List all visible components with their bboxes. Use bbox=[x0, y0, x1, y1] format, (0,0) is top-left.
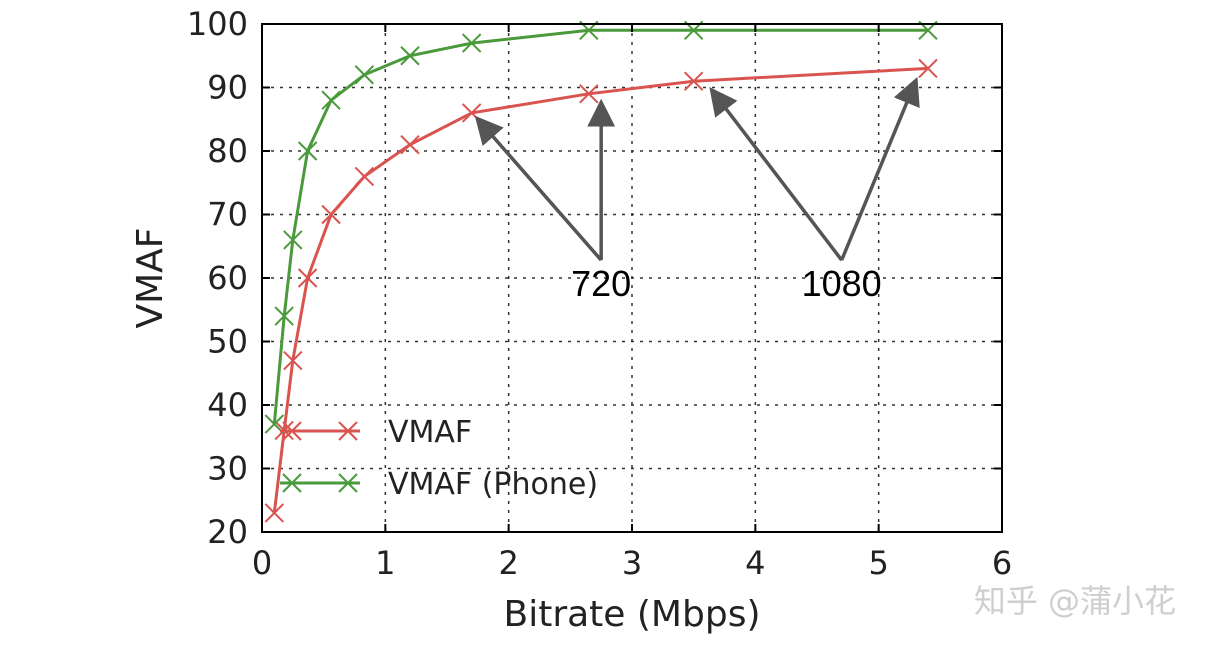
y-tick-label: 100 bbox=[187, 5, 248, 43]
legend-label-vmaf: VMAF bbox=[388, 415, 472, 450]
legend-marker-vmaf bbox=[282, 421, 302, 441]
y-tick-label: 40 bbox=[207, 386, 248, 424]
legend-marker-vmaf-phone bbox=[338, 473, 358, 493]
data-point-vmaf bbox=[918, 58, 938, 79]
annotation-arrow bbox=[474, 115, 603, 262]
axis-ticks: 0 1 2 3 4 5 6 20 30 40 50 60 70 80 90 100 bbox=[187, 5, 1012, 582]
y-tick-label: 90 bbox=[207, 69, 248, 107]
x-tick-label: 3 bbox=[622, 544, 642, 582]
x-tick-label: 5 bbox=[868, 544, 888, 582]
x-tick-label: 2 bbox=[498, 544, 518, 582]
data-point-vmaf bbox=[283, 350, 303, 371]
x-tick-label: 6 bbox=[992, 544, 1012, 582]
legend: VMAF VMAF (Phone) bbox=[280, 415, 598, 502]
y-axis-label: VMAF bbox=[130, 227, 171, 328]
data-point-vmaf bbox=[297, 268, 318, 288]
legend-marker-vmaf bbox=[338, 421, 358, 441]
data-point-vmaf-phone bbox=[354, 65, 375, 85]
y-tick-label: 70 bbox=[207, 196, 248, 234]
legend-label-vmaf-phone: VMAF (Phone) bbox=[388, 467, 598, 502]
y-tick-label: 80 bbox=[207, 132, 248, 170]
data-point-vmaf bbox=[321, 204, 341, 225]
legend-marker-vmaf-phone bbox=[282, 473, 302, 493]
data-point-vmaf bbox=[264, 503, 285, 523]
annotation-arrow bbox=[709, 86, 844, 262]
x-tick-label: 1 bbox=[375, 544, 395, 582]
annotations: 720 1080 bbox=[474, 76, 920, 304]
data-point-vmaf-phone bbox=[321, 90, 341, 110]
y-tick-label: 50 bbox=[207, 323, 248, 361]
y-tick-label: 20 bbox=[207, 513, 248, 551]
annotation-label-1080: 1080 bbox=[802, 263, 882, 304]
y-tick-label: 60 bbox=[207, 259, 248, 297]
data-point-vmaf-phone bbox=[461, 33, 482, 53]
data-point-vmaf-phone bbox=[297, 141, 318, 161]
data-point-vmaf-phone bbox=[274, 306, 294, 326]
annotation-arrow bbox=[840, 76, 920, 261]
watermark-text: 知乎 @蒲小花 bbox=[974, 582, 1176, 620]
data-point-vmaf bbox=[354, 166, 375, 187]
data-point-vmaf bbox=[683, 71, 704, 91]
annotation-label-720: 720 bbox=[571, 263, 631, 304]
x-axis-label: Bitrate (Mbps) bbox=[504, 594, 761, 635]
y-tick-label: 30 bbox=[207, 450, 248, 488]
grid-lines bbox=[261, 23, 1003, 533]
data-point-vmaf bbox=[400, 134, 420, 155]
x-tick-label: 4 bbox=[745, 544, 765, 582]
data-point-vmaf-phone bbox=[400, 46, 420, 66]
data-point-vmaf-phone bbox=[283, 230, 303, 250]
x-tick-label: 0 bbox=[252, 544, 272, 582]
